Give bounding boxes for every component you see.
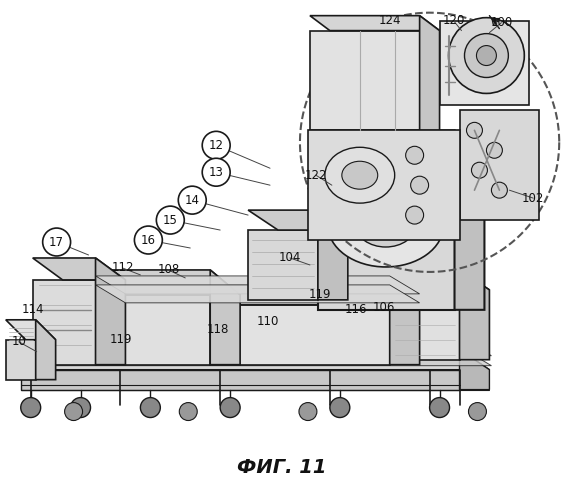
Polygon shape	[210, 305, 390, 364]
Ellipse shape	[406, 146, 424, 164]
Text: 122: 122	[305, 168, 327, 181]
Ellipse shape	[466, 122, 482, 138]
Text: 116: 116	[345, 304, 367, 316]
Ellipse shape	[356, 203, 416, 247]
Ellipse shape	[406, 206, 424, 224]
Polygon shape	[95, 295, 210, 364]
Polygon shape	[21, 370, 460, 390]
Polygon shape	[439, 20, 529, 105]
Text: 114: 114	[21, 304, 44, 316]
Polygon shape	[95, 258, 125, 364]
Polygon shape	[95, 270, 240, 295]
Circle shape	[202, 158, 230, 186]
Ellipse shape	[220, 398, 240, 417]
Polygon shape	[318, 210, 348, 300]
Ellipse shape	[342, 161, 378, 189]
Polygon shape	[420, 16, 439, 130]
Text: 110: 110	[257, 316, 279, 328]
Polygon shape	[310, 16, 439, 30]
Text: 112: 112	[111, 262, 134, 274]
Text: 120: 120	[442, 14, 465, 27]
Polygon shape	[460, 270, 490, 360]
Text: 119: 119	[109, 333, 132, 346]
Ellipse shape	[328, 183, 443, 267]
Text: 100: 100	[490, 16, 513, 29]
Text: 118: 118	[207, 324, 230, 336]
Polygon shape	[23, 348, 491, 366]
Ellipse shape	[299, 402, 317, 420]
Ellipse shape	[70, 398, 91, 417]
Polygon shape	[390, 285, 420, 364]
Ellipse shape	[465, 34, 508, 78]
Polygon shape	[210, 270, 240, 364]
Polygon shape	[248, 230, 318, 300]
Text: 16: 16	[141, 234, 156, 246]
Polygon shape	[95, 285, 420, 303]
Text: 119: 119	[309, 288, 331, 302]
Ellipse shape	[486, 142, 503, 158]
Ellipse shape	[21, 398, 41, 417]
Polygon shape	[36, 320, 56, 380]
Ellipse shape	[364, 154, 408, 186]
Text: 108: 108	[157, 264, 179, 276]
Ellipse shape	[472, 162, 487, 178]
Text: 17: 17	[49, 236, 64, 248]
Polygon shape	[318, 150, 455, 310]
Text: 104: 104	[279, 252, 301, 264]
Polygon shape	[460, 350, 490, 390]
Polygon shape	[210, 285, 420, 305]
Text: 13: 13	[209, 166, 223, 178]
Polygon shape	[390, 270, 490, 290]
Text: ФИГ. 11: ФИГ. 11	[237, 458, 327, 477]
Text: 124: 124	[378, 14, 401, 27]
Ellipse shape	[469, 402, 486, 420]
Text: 102: 102	[522, 192, 544, 204]
Circle shape	[156, 206, 184, 234]
Ellipse shape	[491, 182, 508, 198]
Circle shape	[202, 132, 230, 160]
Ellipse shape	[376, 163, 396, 177]
Polygon shape	[310, 30, 420, 130]
Polygon shape	[318, 130, 484, 150]
Circle shape	[178, 186, 206, 214]
Ellipse shape	[330, 398, 350, 417]
Ellipse shape	[325, 148, 395, 203]
Circle shape	[134, 226, 162, 254]
Text: 14: 14	[185, 194, 200, 206]
Ellipse shape	[411, 176, 429, 194]
Polygon shape	[23, 338, 491, 355]
Polygon shape	[33, 258, 125, 280]
Polygon shape	[33, 280, 95, 364]
Polygon shape	[95, 276, 420, 294]
Polygon shape	[21, 350, 490, 370]
Polygon shape	[460, 110, 539, 220]
Ellipse shape	[430, 398, 450, 417]
Text: 106: 106	[373, 302, 395, 314]
Polygon shape	[248, 210, 348, 230]
Polygon shape	[308, 130, 460, 240]
Polygon shape	[6, 320, 56, 340]
Ellipse shape	[448, 18, 525, 94]
Text: 15: 15	[163, 214, 178, 226]
Text: 12: 12	[209, 139, 224, 152]
Polygon shape	[6, 340, 36, 380]
Text: 10: 10	[11, 335, 26, 348]
Ellipse shape	[65, 402, 82, 420]
Ellipse shape	[477, 46, 496, 66]
Polygon shape	[455, 130, 484, 310]
Ellipse shape	[179, 402, 197, 420]
Ellipse shape	[374, 216, 398, 234]
Ellipse shape	[140, 398, 160, 417]
Polygon shape	[390, 290, 460, 360]
Circle shape	[43, 228, 70, 256]
